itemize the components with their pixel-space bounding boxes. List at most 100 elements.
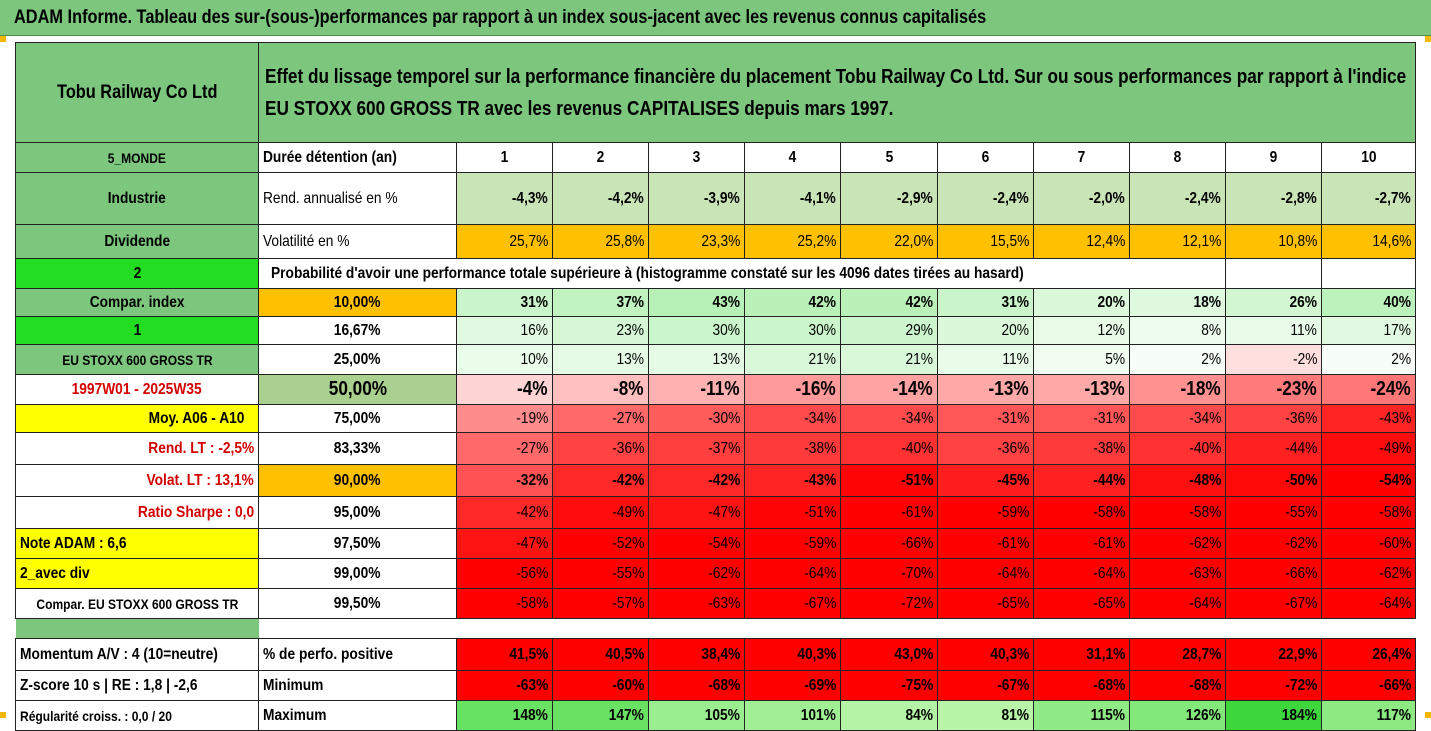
maximum-value: 117% — [1320, 700, 1417, 731]
perfo-value: 40,5% — [552, 638, 649, 671]
report-banner: ADAM Informe. Tableau des sur-(sous-)per… — [0, 0, 1431, 36]
minimum-value-text: -68% — [1188, 676, 1221, 694]
proba-value-text: 11% — [1290, 321, 1317, 339]
proba-value: -55% — [1225, 496, 1322, 529]
option-1-label-text: 1 — [133, 321, 141, 339]
proba-value: -58% — [456, 588, 553, 619]
proba-value-text: 43% — [712, 293, 740, 311]
minimum-value-text: -69% — [803, 676, 836, 694]
maximum-value-text: 105% — [704, 706, 740, 724]
year-header: 8 — [1129, 142, 1226, 173]
proba-value-text: 18% — [1193, 293, 1221, 311]
proba-row: 1997W01 - 2025W35 50,00% -4% -8% -11% -16% -14… — [15, 374, 1417, 405]
perfo-value-text: 28,7% — [1181, 645, 1221, 663]
proba-value-text: -64% — [996, 564, 1029, 582]
perfo-value-text: 31,1% — [1085, 645, 1125, 663]
rend-value: -2,0% — [1033, 172, 1130, 225]
proba-value-text: -34% — [803, 409, 836, 427]
proba-value-text: -58% — [1188, 503, 1221, 521]
volat-value: 14,6% — [1320, 224, 1417, 259]
proba-value: -65% — [937, 588, 1034, 619]
proba-value: -34% — [840, 404, 938, 433]
proba-value-text: -63% — [1188, 564, 1221, 582]
proba-value: -54% — [648, 528, 745, 559]
proba-row: Compar. index 10,00% 31% 37% 43% 42% 42% 31% 20%… — [15, 288, 1417, 317]
performance-table: Tobu Railway Co Ltd Effet du lissage temp… — [15, 42, 1417, 731]
maximum-value-text: 147% — [608, 706, 644, 724]
proba-value-text: -50% — [1284, 471, 1317, 489]
year-header: 6 — [937, 142, 1034, 173]
proba-value-text: 13% — [616, 350, 644, 368]
proba-value: -30% — [648, 404, 745, 433]
threshold-value-text: 16,67% — [334, 321, 381, 339]
maximum-value-text: 84% — [905, 706, 933, 724]
compar-eu-label: Compar. EU STOXX 600 GROSS TR — [15, 588, 259, 619]
proba-value: -72% — [840, 588, 938, 619]
proba-value-text: 13% — [712, 350, 740, 368]
perfo-value: 41,5% — [456, 638, 553, 671]
proba-value: -36% — [552, 432, 649, 465]
regularite-label-text: Régularité croiss. : 0,0 / 20 — [20, 707, 172, 724]
proba-value: -51% — [744, 496, 841, 529]
minimum-value: -75% — [840, 670, 938, 701]
proba-value: -57% — [552, 588, 649, 619]
proba-value-text: -72% — [900, 594, 933, 612]
threshold-value-text: 10,00% — [334, 293, 381, 311]
proba-value: -18% — [1129, 374, 1226, 405]
proba-value: -58% — [1320, 496, 1417, 529]
threshold-value: 25,00% — [258, 344, 457, 375]
proba-value-text: -58% — [1378, 503, 1412, 521]
year-header: 5 — [840, 142, 938, 173]
minimum-value: -68% — [1129, 670, 1226, 701]
perfo-value: 43,0% — [840, 638, 938, 671]
proba-value: -36% — [1225, 404, 1322, 433]
threshold-value: 99,00% — [258, 558, 457, 589]
proba-value: -65% — [1033, 588, 1130, 619]
perfo-value: 40,3% — [744, 638, 841, 671]
rend-value: -4,1% — [744, 172, 841, 225]
proba-value-text: -42% — [611, 471, 644, 489]
proba-value: -16% — [744, 374, 841, 405]
proba-value-text: -38% — [803, 439, 836, 457]
volat-value: 25,7% — [456, 224, 553, 259]
rend-value: -2,7% — [1320, 172, 1417, 225]
proba-value: -8% — [552, 374, 649, 405]
proba-value-text: -19% — [515, 409, 548, 427]
proba-value-text: -43% — [1378, 409, 1412, 427]
proba-value-text: -66% — [900, 534, 933, 552]
threshold-value: 10,00% — [258, 288, 457, 317]
volat-row: Dividende Volatilité en % 25,7% 25,8% 23,3% 2… — [15, 224, 1417, 259]
threshold-value-text: 90,00% — [334, 471, 381, 489]
proba-value-text: -67% — [803, 594, 836, 612]
proba-value: -66% — [840, 528, 938, 559]
proba-value-text: -8% — [613, 378, 644, 400]
proba-value-text: -61% — [996, 534, 1029, 552]
volat-value-text: 14,6% — [1372, 232, 1412, 250]
table-body: Tobu Railway Co Ltd Effet du lissage temp… — [15, 42, 1417, 731]
proba-value: -13% — [1033, 374, 1130, 405]
perfo-value-text: 22,9% — [1277, 645, 1317, 663]
proba-value: -23% — [1225, 374, 1322, 405]
spacer-cell — [15, 618, 259, 639]
proba-value-text: 21% — [905, 350, 933, 368]
proba-value-text: -55% — [1284, 503, 1317, 521]
threshold-value: 16,67% — [258, 316, 457, 345]
proba-value: 10% — [456, 344, 553, 375]
perfo-value: 22,9% — [1225, 638, 1322, 671]
proba-value: 43% — [648, 288, 745, 317]
proba-row: 2_avec div 99,00% -56% -55% -62% -64% -70% -64%… — [15, 558, 1417, 589]
compar-index-label: Compar. index — [15, 288, 259, 317]
proba-value: -49% — [552, 496, 649, 529]
proba-value: -44% — [1033, 464, 1130, 497]
moy-label: Moy. A06 - A10 — [15, 404, 259, 433]
proba-value: -31% — [937, 404, 1034, 433]
proba-value-text: -62% — [707, 564, 740, 582]
sector-label-text: Industrie — [107, 189, 167, 207]
maximum-value: 101% — [744, 700, 841, 731]
proba-value-text: -4% — [517, 378, 548, 400]
rend-value-text: -3,9% — [704, 189, 740, 207]
proba-value: -36% — [937, 432, 1034, 465]
period-label: 1997W01 - 2025W35 — [15, 374, 259, 405]
proba-value-text: 42% — [905, 293, 933, 311]
